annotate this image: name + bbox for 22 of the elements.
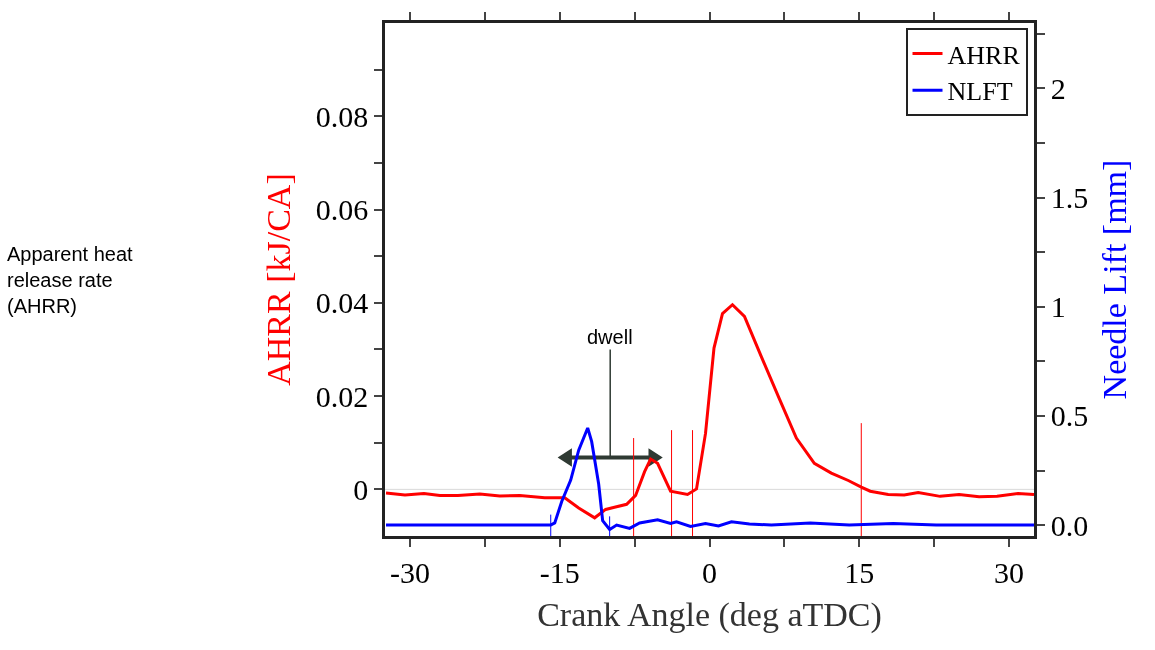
y-tick-label: 0.06 — [315, 193, 369, 227]
x-tick-label: -15 — [539, 555, 580, 589]
y2-tick-label: 0.0 — [1050, 508, 1089, 542]
y-tick-label: 0.08 — [315, 99, 369, 133]
annotation: dwell — [587, 326, 633, 348]
y-tick-label: 0.04 — [315, 286, 369, 320]
y2-axis-title: Needle Lift [mm] — [1095, 159, 1133, 400]
text: Apparent heat release rate (AHRR) — [7, 243, 134, 317]
y2-tick-label: 0.5 — [1050, 399, 1089, 433]
x-tick-label: 0 — [702, 555, 717, 589]
y2-tick-label: 1.5 — [1050, 181, 1089, 215]
y-axis-title: AHRR [kJ/CA] — [260, 173, 298, 386]
x-axis-title: Crank Angle (deg aTDC) — [537, 596, 882, 635]
legend-label: AHRR — [947, 40, 1021, 70]
y-tick-label: 0 — [353, 472, 369, 506]
y2-tick-label: 2 — [1050, 71, 1066, 105]
y2-tick-label: 1 — [1050, 290, 1066, 324]
x-tick-label: 15 — [844, 555, 875, 589]
legend-label: NLFT — [947, 77, 1013, 107]
x-tick-label: 30 — [994, 555, 1025, 589]
x-tick-label: -30 — [389, 555, 430, 589]
y-tick-label: 0.02 — [315, 379, 369, 413]
